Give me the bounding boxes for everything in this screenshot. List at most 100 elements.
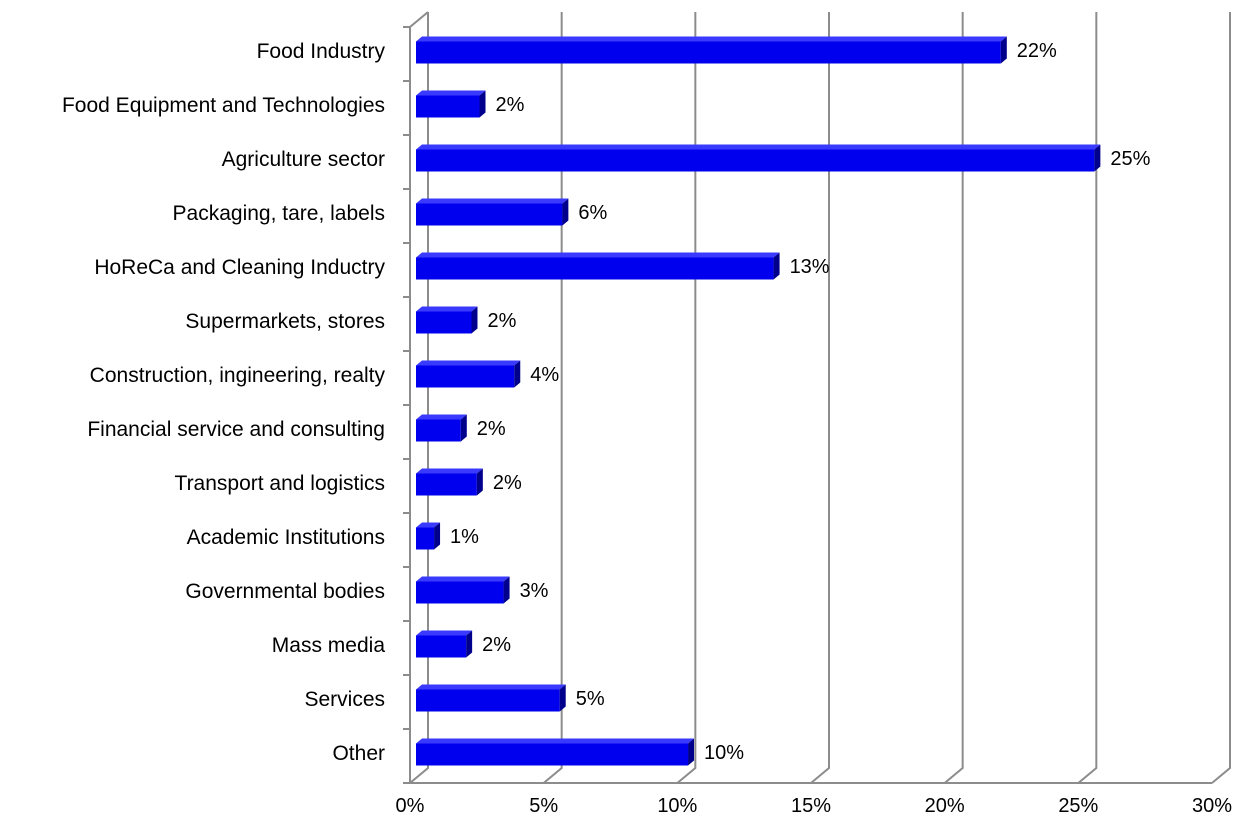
bar-6	[416, 306, 478, 334]
bar-10	[416, 522, 441, 550]
bar-front-face	[416, 365, 515, 388]
gridline-15	[810, 12, 830, 784]
bar-top-face	[416, 90, 486, 96]
value-label: 2%	[487, 310, 516, 332]
value-label: 1%	[450, 526, 479, 548]
bar-top-face	[416, 684, 566, 690]
bar-side-face	[471, 306, 478, 334]
bar-side-face	[466, 630, 473, 658]
bar-front-face	[416, 257, 774, 280]
category-label: Financial service and consulting	[87, 418, 385, 441]
bar-side-face	[559, 684, 566, 712]
bar-front-face	[416, 419, 461, 442]
category-label: Food Industry	[257, 40, 386, 63]
bar-side-face	[503, 576, 510, 604]
bar-12	[416, 630, 473, 658]
category-label: HoReCa and Cleaning Inductry	[94, 256, 385, 279]
value-label: 25%	[1110, 148, 1150, 170]
bar-side-face	[479, 90, 486, 118]
category-label: Food Equipment and Technologies	[62, 94, 385, 117]
value-label: 6%	[578, 202, 607, 224]
category-label: Services	[304, 688, 385, 711]
x-tick-label: 25%	[1058, 795, 1098, 817]
value-label: 10%	[704, 742, 744, 764]
category-label: Construction, ingineering, realty	[90, 364, 386, 387]
gridline-25	[1077, 12, 1098, 784]
bar-top-face	[416, 306, 478, 312]
bar-front-face	[416, 149, 1095, 172]
category-label: Other	[332, 742, 385, 765]
bar-2	[416, 90, 486, 118]
bar-front-face	[416, 527, 435, 550]
bar-top-face	[416, 360, 521, 366]
category-label: Mass media	[272, 634, 386, 657]
bar-9	[416, 468, 483, 496]
bar-side-face	[434, 522, 441, 550]
category-label: Agriculture sector	[222, 148, 385, 171]
category-label: Governmental bodies	[185, 580, 385, 603]
gridline-20	[944, 12, 964, 784]
value-label: 5%	[576, 688, 605, 710]
x-tick-label: 20%	[925, 795, 965, 817]
bar-4	[416, 198, 569, 226]
value-label: 3%	[520, 580, 549, 602]
bar-front-face	[416, 41, 1001, 64]
bar-8	[416, 414, 467, 442]
bar-7	[416, 360, 521, 388]
bar-top-face	[416, 576, 510, 582]
bar-side-face	[1000, 36, 1007, 64]
bar-1	[416, 36, 1007, 64]
gridline-5	[543, 12, 563, 784]
category-label: Academic Institutions	[187, 526, 385, 549]
bar-top-face	[416, 414, 467, 420]
bar-top-face	[416, 36, 1007, 42]
value-label: 2%	[496, 94, 525, 116]
bar-11	[416, 576, 510, 604]
bar-5	[416, 252, 780, 280]
bar-top-face	[416, 522, 441, 528]
value-label: 13%	[790, 256, 830, 278]
category-axis	[403, 11, 1212, 784]
y-axis-line	[409, 11, 429, 783]
bar-side-face	[688, 738, 695, 766]
gridline-10	[676, 12, 697, 784]
bar-front-face	[416, 473, 477, 496]
x-tick-label: 5%	[529, 795, 558, 817]
value-label: 2%	[477, 418, 506, 440]
bar-front-face	[416, 311, 472, 334]
x-tick-label: 30%	[1192, 795, 1232, 817]
bar-front-face	[416, 743, 689, 766]
bar-side-face	[460, 414, 467, 442]
bar-3	[416, 144, 1101, 172]
value-label: 2%	[493, 472, 522, 494]
category-label: Transport and logistics	[175, 472, 385, 495]
bar-front-face	[416, 635, 467, 658]
labels: 0% 5% 10% 15% 20% 25% 30% 22% Food Industry 2% Foo…	[62, 40, 1232, 817]
bar-14	[416, 738, 695, 766]
gridlines	[409, 12, 1231, 784]
value-label: 2%	[482, 634, 511, 656]
gridline-0	[409, 12, 429, 784]
x-tick-label: 0%	[396, 795, 425, 817]
bar-top-face	[416, 468, 483, 474]
bar-side-face	[514, 360, 521, 388]
bar-front-face	[416, 203, 563, 226]
bar-front-face	[416, 95, 480, 118]
x-tick-label: 15%	[791, 795, 831, 817]
bar-front-face	[416, 581, 504, 604]
bar-side-face	[773, 252, 780, 280]
bar-top-face	[416, 144, 1101, 150]
bar-top-face	[416, 252, 780, 258]
bar-top-face	[416, 198, 569, 204]
bar-13	[416, 684, 566, 712]
bar-side-face	[476, 468, 483, 496]
bar-side-face	[562, 198, 569, 226]
bar-side-face	[1094, 144, 1101, 172]
bar-top-face	[416, 630, 473, 636]
gridline-30	[1211, 12, 1231, 784]
bars	[416, 36, 1101, 766]
category-label: Supermarkets, stores	[185, 310, 385, 333]
x-tick-label: 10%	[657, 795, 697, 817]
value-label: 22%	[1017, 40, 1057, 62]
